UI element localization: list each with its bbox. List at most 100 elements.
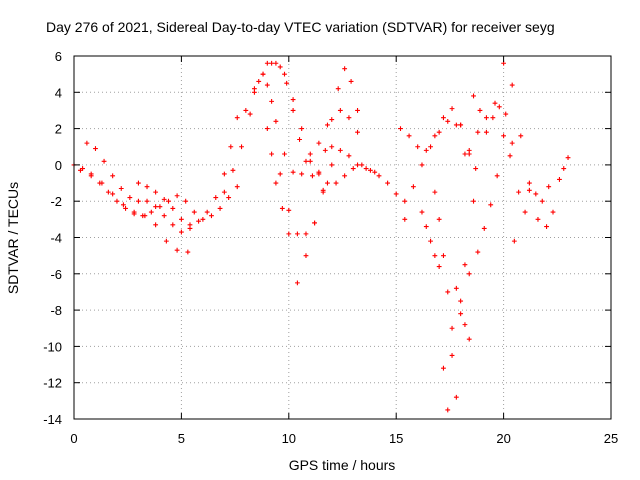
x-tick-label: 25 — [604, 431, 618, 446]
data-point — [565, 155, 571, 161]
data-point — [142, 213, 148, 219]
data-point — [453, 285, 459, 291]
data-point — [337, 108, 343, 113]
data-point — [269, 98, 275, 104]
data-point — [213, 195, 219, 200]
data-point — [335, 86, 341, 92]
data-point — [105, 189, 111, 195]
y-tick-label: -8 — [50, 303, 62, 318]
data-point — [121, 202, 126, 208]
data-point — [269, 151, 275, 157]
data-point — [441, 365, 446, 371]
data-point — [539, 198, 545, 204]
data-point — [110, 173, 116, 179]
data-point — [303, 253, 309, 259]
data-point — [264, 60, 270, 66]
data-point — [99, 180, 105, 186]
data-point — [526, 187, 532, 193]
data-point — [312, 220, 317, 226]
y-tick-label: -12 — [43, 376, 62, 391]
data-point — [247, 111, 253, 117]
data-point — [333, 180, 339, 186]
data-point — [419, 209, 425, 215]
data-point — [320, 187, 326, 193]
series-group — [264, 126, 292, 237]
y-tick-label: 6 — [55, 49, 62, 64]
y-axis-label: SDTVAR / TECUs — [5, 182, 21, 294]
data-point — [136, 180, 141, 186]
chart-title: Day 276 of 2021, Sidereal Day-to-day VTE… — [46, 19, 555, 35]
x-tick-label: 20 — [496, 431, 510, 446]
series-group — [264, 82, 330, 177]
data-point — [170, 222, 176, 228]
data-point — [277, 64, 283, 70]
data-point — [325, 180, 330, 186]
data-point — [368, 167, 373, 173]
data-point — [286, 231, 292, 237]
data-point — [230, 167, 236, 173]
data-point — [221, 171, 227, 177]
series-group — [471, 93, 528, 215]
data-point — [561, 166, 567, 171]
data-point — [185, 249, 191, 255]
data-point — [475, 249, 481, 255]
data-point — [342, 173, 348, 179]
data-point — [239, 144, 244, 150]
data-point — [550, 209, 556, 215]
data-point — [84, 140, 90, 146]
data-point — [88, 173, 94, 179]
data-point — [518, 133, 524, 139]
data-point — [221, 189, 227, 195]
data-point — [78, 167, 83, 173]
data-point — [501, 133, 506, 139]
data-point — [174, 247, 180, 253]
data-point — [161, 213, 167, 219]
data-point — [252, 86, 257, 92]
data-point — [200, 216, 206, 222]
data-point — [256, 79, 262, 84]
data-point — [423, 147, 429, 153]
data-point — [372, 169, 378, 175]
data-point — [101, 158, 107, 164]
data-point — [284, 80, 290, 86]
data-point — [355, 162, 360, 168]
data-point — [342, 66, 348, 72]
data-point — [385, 180, 391, 186]
data-point — [290, 169, 296, 175]
data-point — [264, 82, 270, 88]
data-point — [303, 231, 309, 237]
data-point — [449, 353, 455, 358]
data-point — [432, 189, 438, 195]
data-point — [166, 198, 171, 204]
data-point — [260, 71, 266, 77]
y-tick-label: -2 — [50, 194, 62, 209]
data-point — [204, 209, 210, 215]
data-point — [522, 209, 528, 215]
data-point — [355, 108, 360, 113]
data-point — [286, 207, 292, 213]
data-point — [475, 129, 481, 135]
data-point — [490, 115, 496, 121]
series-group — [294, 147, 378, 286]
data-point — [322, 147, 328, 153]
data-point — [273, 60, 279, 66]
series-group — [84, 140, 193, 235]
data-point — [290, 97, 296, 102]
data-point — [299, 171, 305, 177]
data-point — [509, 140, 515, 146]
data-point — [348, 79, 354, 84]
axis-ticks: 0 5 10 15 20 25 -14 -12 -10 -8 -6 -4 -2 0 2 4 6 — [43, 49, 618, 446]
series-group — [475, 133, 517, 255]
series-group — [136, 115, 240, 228]
data-point — [228, 144, 234, 150]
data-point — [473, 166, 479, 171]
data-point — [419, 162, 425, 168]
x-tick-label: 5 — [178, 431, 185, 446]
data-point — [509, 82, 515, 88]
data-point — [410, 184, 416, 190]
data-point — [436, 264, 442, 269]
data-point — [282, 151, 287, 157]
data-point — [544, 224, 549, 230]
y-tick-label: 4 — [55, 85, 62, 100]
data-point — [423, 224, 429, 230]
